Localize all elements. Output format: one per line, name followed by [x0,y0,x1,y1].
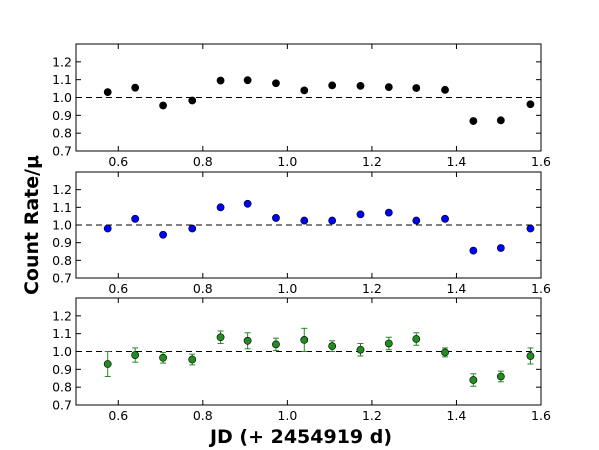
data-point [188,355,197,364]
data-point [441,85,449,94]
data-point [131,351,140,359]
data-point [328,216,337,225]
data-point [496,244,505,252]
x-tick-label: 1.0 [277,281,297,296]
x-tick-label: 0.8 [193,154,213,169]
data-point [272,340,280,349]
data-point [412,335,421,343]
x-axis-label: JD (+ 2454919 d) [208,426,392,448]
y-tick-label: 1.1 [52,200,72,215]
data-point [412,84,421,92]
data-point [469,376,478,384]
data-point [356,345,365,354]
y-tick-label: 1.0 [52,90,72,105]
x-tick-label: 1.6 [531,281,551,296]
data-point [328,81,337,90]
data-point [526,352,535,360]
data-point [131,83,140,92]
data-point [216,333,225,342]
x-tick-label: 0.8 [193,408,213,423]
y-tick-label: 1.0 [52,218,72,233]
data-point [159,353,167,362]
y-tick-label: 0.9 [52,108,72,123]
data-point [356,210,365,219]
x-tick-label: 0.6 [108,154,128,169]
y-axis-label: Count Rate/μ [21,155,43,295]
x-tick-label: 0.6 [108,281,128,296]
data-point [356,82,365,90]
data-point [300,86,309,95]
x-tick-label: 1.4 [447,408,467,423]
data-point [272,79,280,88]
data-point [384,208,393,217]
y-tick-label: 1.1 [52,326,72,341]
y-tick-label: 0.8 [52,380,72,395]
data-point [159,230,167,239]
data-point [188,224,197,233]
x-tick-label: 1.6 [531,408,551,423]
x-tick-label: 1.0 [277,154,297,169]
panel-2: 0.7 0.8 0.9 1.0 1.1 1.2 0.6 0.8 1.0 1.2 1.4 1.6 [52,171,551,296]
y-tick-label: 0.7 [52,398,72,413]
x-tick-label: 0.6 [108,408,128,423]
y-tick-label: 0.8 [52,253,72,268]
data-point [496,372,505,381]
data-point [469,117,478,125]
data-point [469,246,478,255]
data-point [384,83,393,92]
y-tick-label: 1.2 [52,308,72,323]
data-point [300,336,309,344]
data-point [243,336,252,345]
data-point [103,224,112,233]
data-point [216,203,225,212]
x-tick-label: 1.6 [531,154,551,169]
data-point [159,101,167,110]
data-point [300,216,309,225]
x-tick-label: 1.2 [362,408,382,423]
data-point [216,76,225,85]
x-tick-label: 1.2 [362,154,382,169]
data-point [526,224,535,233]
data-point [384,339,393,348]
panel-3: 0.7 0.8 0.9 1.0 1.1 1.2 0.6 0.8 1.0 1.2 1.4 1.6 [52,297,551,423]
x-tick-label: 1.4 [447,281,467,296]
y-tick-label: 1.2 [52,182,72,197]
data-point [412,216,421,225]
data-point [496,116,505,125]
panel-1: 0.7 0.8 0.9 1.0 1.1 1.2 0.6 0.8 1.0 1.2 1.4 1.6 [52,43,551,169]
y-tick-label: 0.8 [52,126,72,141]
y-tick-label: 0.9 [52,362,72,377]
y-tick-label: 1.1 [52,72,72,87]
data-point [103,360,112,368]
y-tick-label: 1.2 [52,54,72,69]
y-tick-label: 0.7 [52,144,72,159]
y-tick-label: 0.7 [52,271,72,286]
x-tick-label: 1.2 [362,281,382,296]
data-point [243,199,252,208]
data-point [131,214,140,223]
data-point [526,100,535,109]
data-point [328,342,337,351]
x-tick-label: 1.0 [277,408,297,423]
data-point [441,348,449,357]
y-tick-label: 0.9 [52,235,72,250]
data-point [243,76,252,85]
data-point [272,214,280,222]
x-tick-label: 1.4 [447,154,467,169]
data-point [188,96,197,105]
y-tick-label: 1.0 [52,344,72,359]
x-tick-label: 0.8 [193,281,213,296]
data-point [441,214,449,223]
data-point [103,88,112,97]
